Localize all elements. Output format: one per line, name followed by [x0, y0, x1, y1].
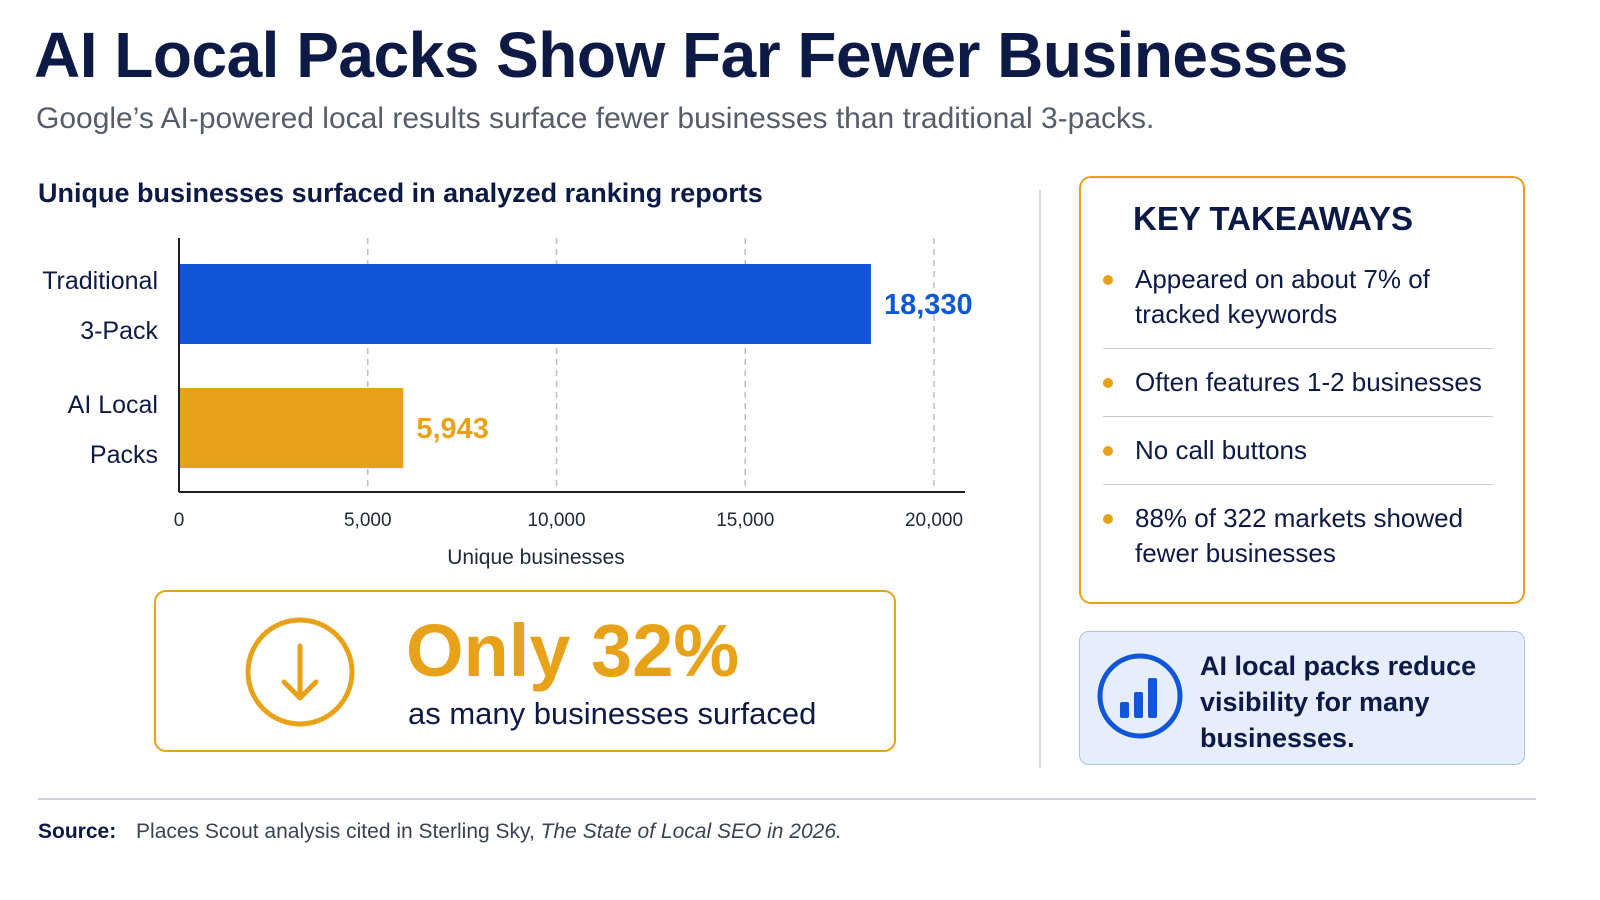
bar-chart: 0 5,000 10,000 15,000 20,000 Unique businesse… — [42, 238, 973, 569]
callout-headline: Only 32% — [406, 609, 740, 692]
arrow-down-circle-icon — [245, 617, 355, 727]
bar — [180, 388, 404, 468]
vertical-divider — [1039, 190, 1041, 768]
bar — [180, 264, 871, 344]
source-note: Source: Places Scout analysis cited in S… — [38, 820, 842, 844]
page-subtitle: Google’s AI-powered local results surfac… — [36, 102, 1155, 135]
category-label: Packs — [90, 441, 158, 469]
takeaway-item: Appeared on about 7% of tracked keywords — [1103, 262, 1493, 349]
data-label: 18,330 — [884, 289, 973, 321]
takeaway-text: Often features 1-2 businesses — [1135, 367, 1482, 397]
chart-title: Unique businesses surfaced in analyzed r… — [38, 178, 763, 208]
takeaways-title: KEY TAKEAWAYS — [1133, 200, 1413, 237]
category-label: AI Local — [68, 391, 158, 419]
takeaway-item: Often features 1-2 businesses — [1103, 365, 1493, 417]
x-tick-label: 20,000 — [905, 510, 963, 531]
x-tick-label: 5,000 — [344, 510, 392, 531]
key-takeaways-panel: KEY TAKEAWAYS Appeared on about 7% of tr… — [1079, 176, 1525, 604]
x-tick-label: 10,000 — [527, 510, 585, 531]
x-tick-label: 0 — [174, 510, 185, 531]
bullet-icon — [1103, 446, 1113, 456]
insight-box: AI local packs reduce visibility for man… — [1079, 631, 1525, 765]
bullet-icon — [1103, 514, 1113, 524]
summary-callout: Only 32% as many businesses surfaced — [154, 590, 896, 752]
source-publication: The State of Local SEO in 2026. — [540, 820, 842, 843]
takeaway-text: Appeared on about 7% of tracked keywords — [1135, 264, 1430, 329]
data-label: 5,943 — [416, 413, 489, 445]
page-title: AI Local Packs Show Far Fewer Businesses — [34, 19, 1348, 91]
insight-text: AI local packs reduce visibility for man… — [1200, 651, 1477, 753]
category-label: Traditional — [42, 267, 158, 295]
bullet-icon — [1103, 275, 1113, 285]
callout-text: as many businesses surfaced — [408, 696, 817, 731]
takeaway-text: 88% of 322 markets showed fewer business… — [1135, 503, 1464, 568]
category-label: 3-Pack — [80, 317, 158, 345]
footer-divider — [38, 798, 1536, 800]
x-axis-label: Unique businesses — [447, 546, 624, 569]
bar-chart-icon — [1097, 653, 1183, 739]
x-tick-label: 15,000 — [716, 510, 774, 531]
source-label: Source: — [38, 820, 117, 843]
takeaway-text: No call buttons — [1135, 435, 1307, 465]
bullet-icon — [1103, 378, 1113, 388]
source-text: Places Scout analysis cited in Sterling … — [136, 820, 535, 843]
takeaway-item: No call buttons — [1103, 433, 1493, 485]
takeaway-item: 88% of 322 markets showed fewer business… — [1103, 501, 1493, 587]
takeaways-list: Appeared on about 7% of tracked keywords… — [1103, 262, 1493, 587]
